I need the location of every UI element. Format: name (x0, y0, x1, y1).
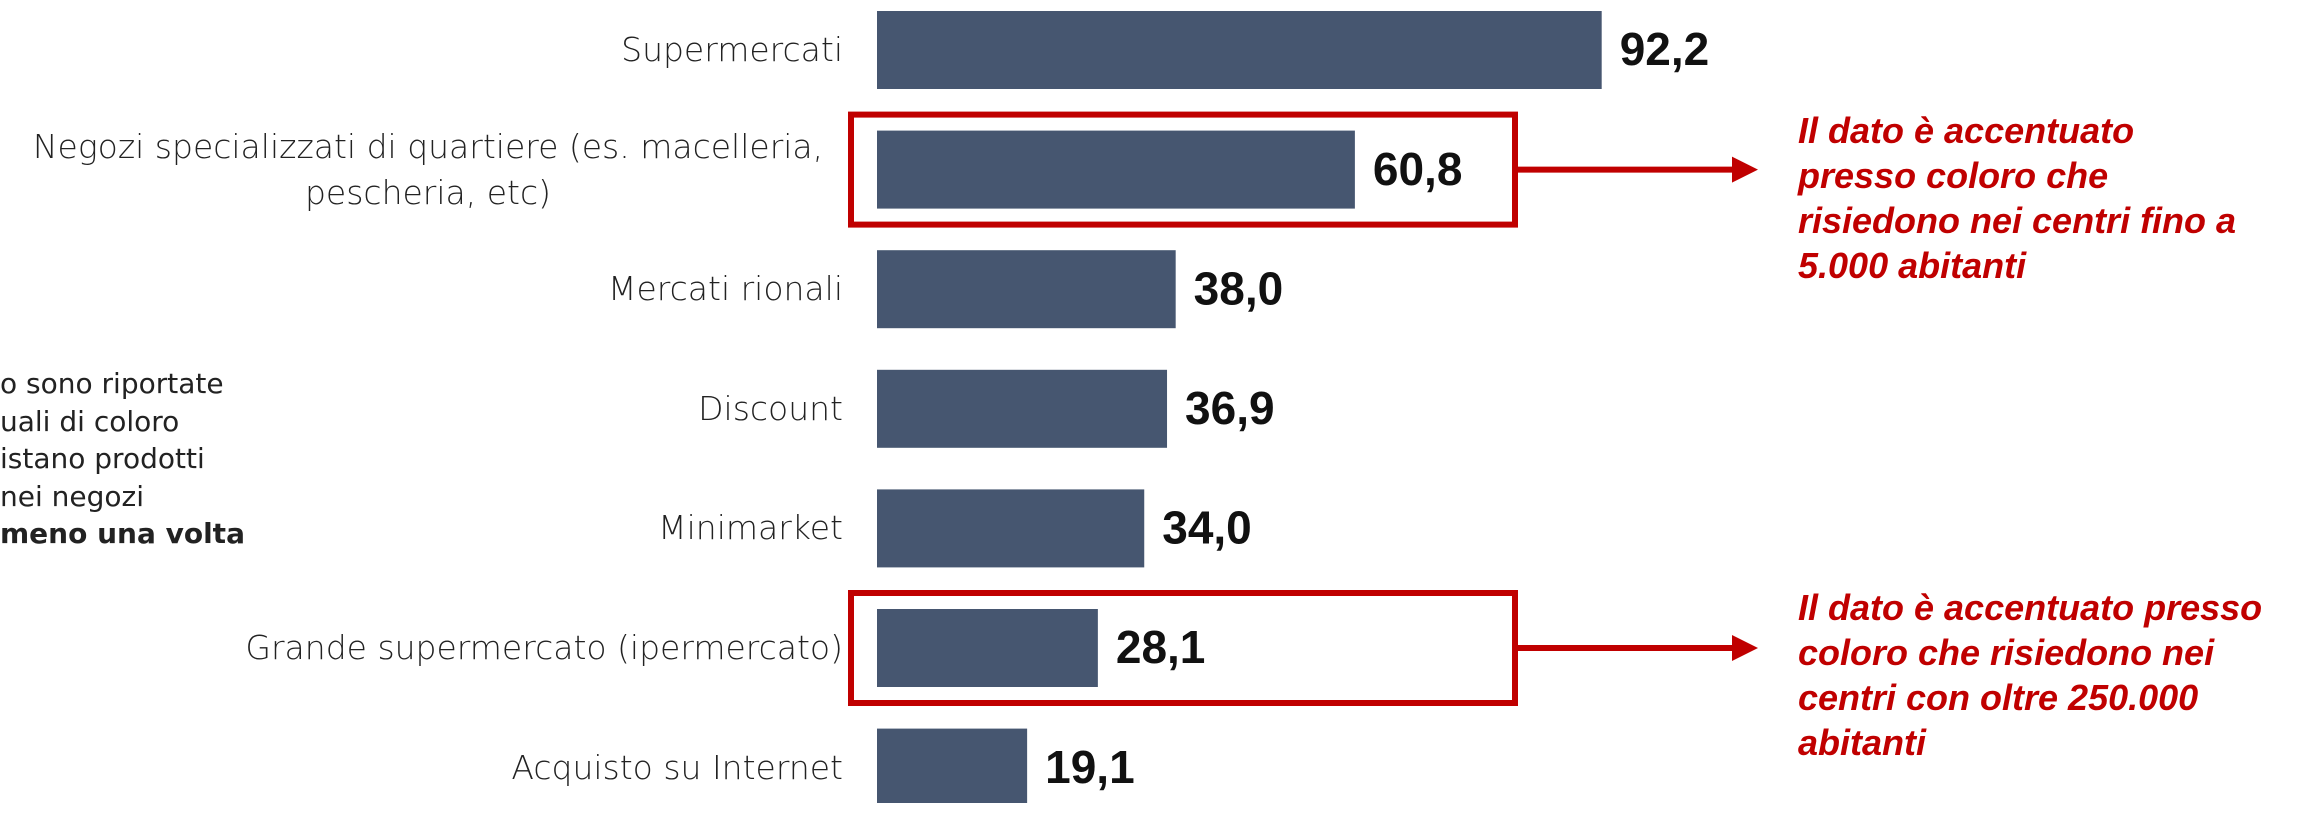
category-label-row: Supermercati (621, 0, 843, 110)
annotation-line: centri con oltre 250.000 (1798, 677, 2199, 718)
value-label: 28,1 (1116, 621, 1206, 673)
value-label: 19,1 (1045, 741, 1135, 793)
note-line: uali di coloro (0, 404, 180, 438)
arrow-head (1732, 635, 1758, 661)
category-label-row: Discount (698, 349, 843, 469)
category-label-row: Acquisto su Internet (511, 708, 843, 828)
arrow-head (1732, 156, 1758, 183)
annotation-line: presso coloro che (1798, 155, 2109, 196)
annotation-line: risiedono nei centri fino a (1798, 200, 2237, 241)
category-label: Minimarket (658, 508, 843, 548)
category-label: Mercati rionali (608, 269, 843, 309)
note-line: nei negozi (0, 479, 145, 513)
bar (877, 250, 1176, 329)
category-label: Grande supermercato (ipermercato) (245, 628, 843, 667)
note-line: o sono riportate (0, 367, 224, 400)
bar (877, 369, 1168, 448)
annotation-line: Il dato è accentuato presso (1798, 587, 2263, 628)
page: 92,2 60,8 38,0 36,9 34,0 28,1 19,1 Supermercat… (0, 0, 2263, 803)
annotation-line: 5.000 abitanti (1798, 245, 2027, 286)
annotation: Il dato è accentuato presso coloro che ri… (1798, 585, 2262, 765)
annotation-line: Il dato è accentuato (1798, 110, 2135, 151)
value-label: 36,9 (1185, 382, 1275, 434)
bar (877, 130, 1355, 209)
note: o sono riportate uali di coloro istano pro… (0, 365, 245, 553)
bar (877, 728, 1028, 803)
category-label-row: Grande supermercato (ipermercato) (245, 588, 843, 708)
annotation-line: abitanti (1798, 722, 1927, 763)
note-line-bold: meno una volta (0, 517, 245, 550)
note-line: istano prodotti (0, 442, 205, 475)
chart: 92,2 60,8 38,0 36,9 34,0 28,1 19,1 (848, 11, 1758, 803)
category-label: Negozi specializzati di quartiere (es. m… (32, 126, 824, 212)
category-label-row: Minimarket (658, 468, 843, 588)
value-label: 60,8 (1373, 143, 1463, 195)
value-label: 92,2 (1620, 23, 1710, 75)
value-label: 34,0 (1162, 502, 1252, 554)
bar (877, 609, 1098, 687)
category-label: Acquisto su Internet (511, 747, 843, 787)
annotation: Il dato è accentuato presso coloro che ris… (1798, 108, 2236, 288)
value-label: 38,0 (1194, 262, 1284, 314)
bar (877, 11, 1602, 89)
category-label: Supermercati (621, 30, 843, 69)
bar (877, 489, 1145, 568)
category-label: Discount (698, 388, 843, 428)
category-label-row: Mercati rionali (608, 229, 843, 349)
category-label-row: Negozi specializzati di quartiere (es. m… (13, 110, 843, 230)
annotation-line: coloro che risiedono nei (1798, 632, 2215, 673)
